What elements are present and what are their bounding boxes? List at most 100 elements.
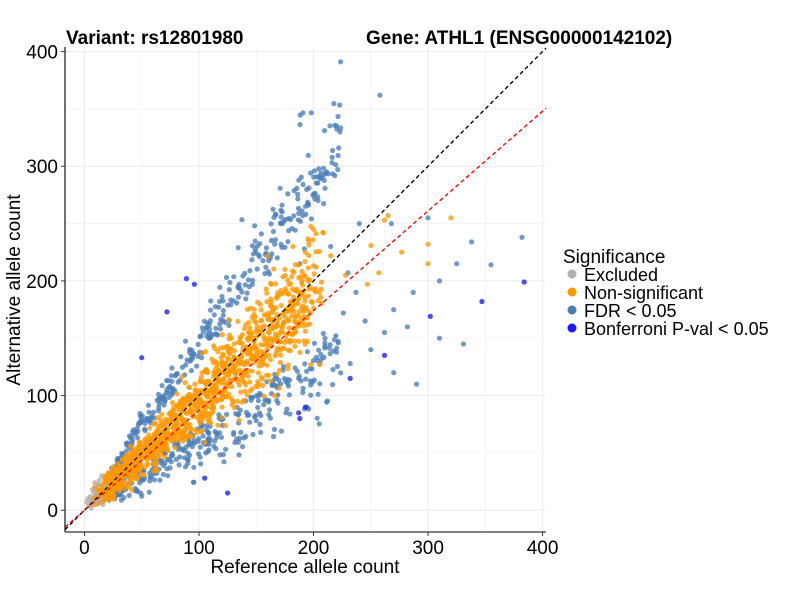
point-non-significant <box>313 264 319 270</box>
point-non-significant <box>292 314 298 320</box>
point-excluded <box>96 477 102 483</box>
point-fdr-0-05 <box>315 391 321 397</box>
point-fdr-0-05 <box>335 152 341 159</box>
point-non-significant <box>251 318 258 324</box>
point-fdr-0-05 <box>145 402 151 408</box>
point-fdr-0-05 <box>252 413 259 419</box>
point-fdr-0-05 <box>211 312 217 318</box>
point-non-significant <box>218 345 224 351</box>
point-fdr-0-05 <box>185 457 191 463</box>
y-tick-label: 200 <box>26 272 58 293</box>
point-non-significant <box>368 242 374 248</box>
point-non-significant <box>128 465 134 471</box>
point-non-significant <box>137 441 143 447</box>
point-excluded <box>99 473 105 479</box>
point-bonferroni-p-val-0-05 <box>164 309 170 315</box>
y-tick-label: 300 <box>26 157 58 178</box>
point-non-significant <box>263 372 270 378</box>
point-fdr-0-05 <box>454 261 460 267</box>
point-non-significant <box>243 382 249 388</box>
point-fdr-0-05 <box>308 392 314 398</box>
point-fdr-0-05 <box>519 234 525 240</box>
point-fdr-0-05 <box>246 284 252 290</box>
legend-label-fdr: FDR < 0.05 <box>584 301 677 321</box>
point-non-significant <box>292 343 298 349</box>
point-non-significant <box>244 306 251 312</box>
point-fdr-0-05 <box>179 364 185 370</box>
point-fdr-0-05 <box>217 321 223 327</box>
point-fdr-0-05 <box>353 289 359 295</box>
point-fdr-0-05 <box>308 170 314 176</box>
point-non-significant <box>317 362 323 368</box>
point-bonferroni-p-val-0-05 <box>296 410 302 416</box>
x-tick-label: 200 <box>298 538 330 559</box>
point-fdr-0-05 <box>239 217 245 223</box>
point-fdr-0-05 <box>304 368 310 374</box>
x-axis-title: Reference allele count <box>210 557 400 578</box>
point-non-significant <box>285 318 291 324</box>
point-non-significant <box>376 270 382 276</box>
point-bonferroni-p-val-0-05 <box>183 276 189 282</box>
point-fdr-0-05 <box>317 381 323 387</box>
point-non-significant <box>223 422 229 429</box>
point-non-significant <box>241 397 247 403</box>
point-non-significant <box>249 368 255 374</box>
point-fdr-0-05 <box>220 307 226 314</box>
point-bonferroni-p-val-0-05 <box>302 404 309 410</box>
point-fdr-0-05 <box>217 452 223 458</box>
point-fdr-0-05 <box>336 145 342 151</box>
point-fdr-0-05 <box>368 347 374 353</box>
point-non-significant <box>126 484 132 490</box>
point-non-significant <box>159 411 165 417</box>
x-tick-label: 0 <box>79 538 90 559</box>
series-bonferroni-p-val-0-05 <box>139 276 527 496</box>
point-non-significant <box>287 338 293 344</box>
point-fdr-0-05 <box>231 429 237 436</box>
point-fdr-0-05 <box>330 147 336 154</box>
point-fdr-0-05 <box>186 452 193 458</box>
point-non-significant <box>258 307 264 313</box>
point-non-significant <box>272 353 278 359</box>
point-non-significant <box>147 425 153 431</box>
point-fdr-0-05 <box>220 298 226 304</box>
point-fdr-0-05 <box>194 363 200 369</box>
point-fdr-0-05 <box>436 278 443 284</box>
point-non-significant <box>142 464 148 470</box>
point-non-significant <box>180 433 187 439</box>
point-non-significant <box>212 345 218 351</box>
point-fdr-0-05 <box>118 497 124 503</box>
point-fdr-0-05 <box>347 360 353 367</box>
point-fdr-0-05 <box>278 214 284 220</box>
point-non-significant <box>273 323 280 329</box>
point-fdr-0-05 <box>147 474 153 480</box>
x-tick-label: 100 <box>183 538 215 559</box>
point-fdr-0-05 <box>283 216 289 222</box>
point-fdr-0-05 <box>330 366 336 373</box>
point-fdr-0-05 <box>381 329 388 336</box>
point-non-significant <box>231 341 237 347</box>
point-fdr-0-05 <box>316 166 322 172</box>
point-non-significant <box>265 329 272 335</box>
point-fdr-0-05 <box>296 375 302 381</box>
point-non-significant <box>318 286 324 292</box>
point-fdr-0-05 <box>220 312 226 318</box>
point-fdr-0-05 <box>203 427 209 433</box>
point-fdr-0-05 <box>205 330 211 336</box>
point-non-significant <box>206 415 212 421</box>
point-fdr-0-05 <box>250 277 256 283</box>
point-fdr-0-05 <box>196 436 202 442</box>
x-tick-label: 400 <box>527 538 559 559</box>
point-bonferroni-p-val-0-05 <box>202 475 208 481</box>
axes <box>64 47 546 533</box>
point-fdr-0-05 <box>300 385 306 391</box>
point-fdr-0-05 <box>362 318 368 324</box>
point-fdr-0-05 <box>159 383 165 389</box>
point-non-significant <box>316 248 322 255</box>
point-fdr-0-05 <box>332 122 338 128</box>
point-non-significant <box>267 378 273 384</box>
point-non-significant <box>259 324 265 330</box>
point-non-significant <box>277 329 284 335</box>
point-non-significant <box>186 384 192 390</box>
point-fdr-0-05 <box>260 258 266 264</box>
point-fdr-0-05 <box>151 415 157 421</box>
